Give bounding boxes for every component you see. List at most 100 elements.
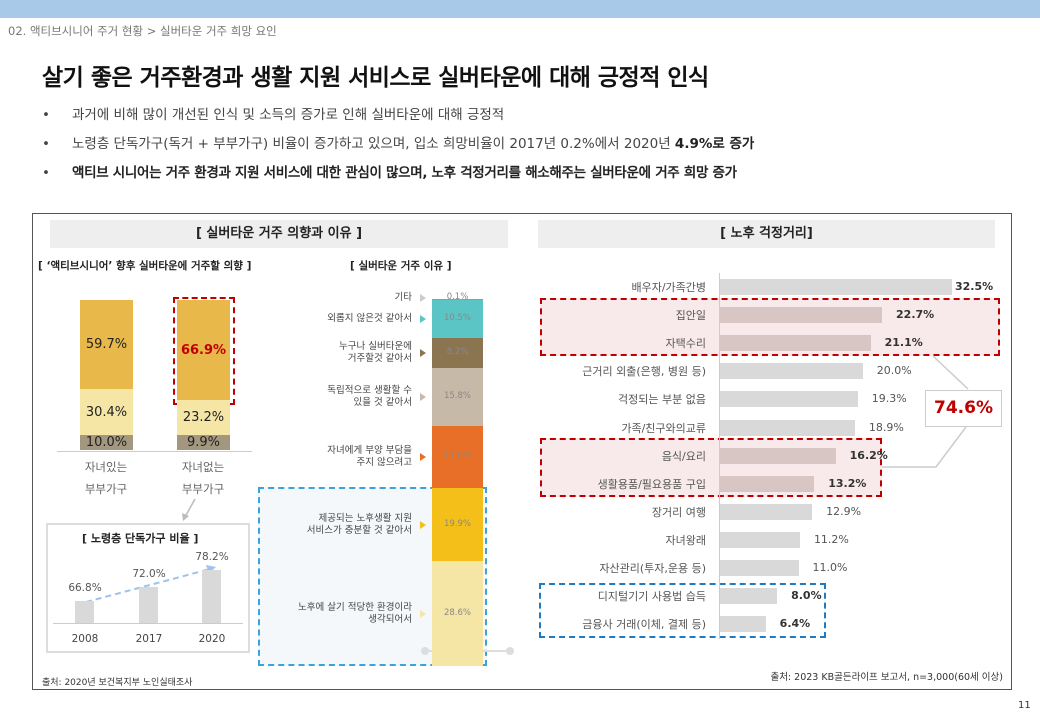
highlight-box-blue-2 (539, 583, 826, 638)
stacked-segment: 66.9% (177, 300, 230, 401)
breadcrumb: 02. 액티브시니어 주거 현황 > 실버타운 거주 희망 요인 (8, 24, 277, 38)
worry-bar (720, 560, 799, 576)
bullet-3: • 액티브 시니어는 거주 환경과 지원 서비스에 대한 관심이 많으며, 노후 … (42, 165, 737, 181)
worry-bar (720, 335, 871, 352)
worry-label: 집안일 (675, 309, 706, 323)
worry-label: 금융사 거래(이체, 결제 등) (582, 618, 706, 632)
reason-label: 누구나 실버타운에 거주할것 같아서 (339, 341, 412, 365)
inset-year-label: 2020 (198, 633, 226, 645)
stacked-segment: 59.7% (80, 299, 133, 390)
page-title: 살기 좋은 거주환경과 생활 지원 서비스로 실버타운에 대해 긍정적 인식 (42, 65, 709, 91)
reason-chart-title: [ 실버타운 거주 이유 ] (350, 260, 452, 272)
worry-label: 생활용품/필요용품 구입 (597, 477, 706, 491)
worry-bar (720, 503, 813, 520)
reason-label: 외롭지 않은것 같아서 (327, 313, 412, 325)
reason-label: 기타 (394, 292, 412, 303)
worry-label: 장거리 여행 (651, 505, 706, 519)
reason-segment (432, 368, 483, 427)
reason-value-label: 10.5% (443, 313, 471, 324)
top-banner (0, 0, 1040, 18)
inset-value-label: 72.0% (132, 568, 166, 580)
left-section-header: [ 실버타운 거주 의향과 이유 ] (50, 220, 508, 248)
bullet-text: 과거에 비해 많이 개선된 인식 및 소득의 증가로 인해 실버타운에 대해 긍… (72, 107, 505, 123)
reason-label: 독립적으로 생활할 수 있을 것 같아서 (327, 385, 412, 409)
pointer-triangle-icon (420, 294, 426, 302)
reason-segment (432, 488, 483, 562)
reason-segment (432, 338, 483, 369)
worry-label: 걱정되는 부분 없음 (618, 393, 706, 407)
reason-value-label: 17.0% (443, 451, 471, 462)
left-source: 출처: 2020년 보건복지부 노인실태조사 (42, 678, 193, 688)
worry-label: 디지털기기 사용법 습득 (597, 590, 706, 604)
axis-line (57, 451, 252, 452)
reason-value-label: 0.1% (446, 292, 469, 302)
worry-bar (720, 363, 863, 380)
worry-value-label: 22.7% (896, 308, 935, 322)
worry-label: 자택수리 (665, 337, 706, 351)
pointer-triangle-icon (420, 453, 426, 462)
reason-segment (432, 300, 483, 339)
worry-value-label: 21.1% (884, 336, 923, 350)
worry-bar (720, 531, 800, 548)
inset-axis (53, 623, 243, 624)
content-frame (32, 213, 1012, 690)
worry-label: 근거리 외출(은행, 병원 등) (582, 365, 706, 379)
category-label: 부부가구 (84, 482, 128, 496)
inset-year-label: 2008 (71, 633, 99, 645)
inset-bar (139, 587, 158, 623)
worry-bar (720, 447, 836, 464)
arrow-icon (182, 498, 196, 521)
bullet-2: • 노령층 단독가구(독거 + 부부가구) 비율이 증가하고 있으며, 입소 희망… (42, 136, 755, 152)
reason-value-label: 28.6% (443, 607, 471, 618)
category-label: 부부가구 (181, 482, 225, 496)
pointer-triangle-icon (420, 315, 426, 324)
inset-value-label: 78.2% (195, 550, 229, 563)
reason-label: 노후에 살기 적당한 환경이라 생각되어서 (298, 601, 412, 625)
inset-title: [ 노령층 단독가구 비율 ] (82, 532, 199, 545)
worry-value-label: 16.2% (849, 448, 888, 462)
category-label: 자녀있는 (84, 460, 128, 474)
worry-label: 배우자/가족간병 (631, 281, 706, 294)
bullet-text: 액티브 시니어는 거주 환경과 지원 서비스에 대한 관심이 많으며, 노후 걱… (72, 165, 737, 181)
bullet-text: 노령층 단독가구(독거 + 부부가구) 비율이 증가하고 있으며, 입소 희망비… (72, 136, 675, 152)
worry-bar (720, 391, 858, 408)
pointer-triangle-icon (420, 609, 426, 618)
reason-value-label: 8.2% (446, 347, 469, 358)
worry-value-label: 11.2% (813, 532, 849, 546)
worry-value-label: 12.9% (826, 504, 862, 518)
reason-value-label: 19.9% (443, 518, 471, 529)
worry-label: 자녀왕래 (665, 533, 706, 547)
worry-bar (720, 588, 778, 605)
worry-value-label: 8.0% (791, 589, 822, 603)
single-household-inset (46, 523, 250, 653)
reason-segment (432, 426, 483, 489)
worry-bar (720, 475, 815, 492)
worry-bar (720, 279, 952, 295)
pointer-triangle-icon (420, 393, 426, 402)
worry-bar (720, 419, 855, 436)
worry-value-label: 19.3% (871, 392, 907, 406)
inset-value-label: 66.8% (68, 582, 102, 595)
worry-label: 자산관리(투자,운용 등) (599, 562, 706, 575)
inset-bar (202, 569, 221, 623)
category-label: 자녀없는 (181, 460, 225, 474)
right-section-header: [ 노후 걱정거리] (538, 220, 995, 248)
worry-value-label: 32.5% (955, 280, 994, 293)
worry-label: 음식/요리 (661, 449, 706, 463)
connector-lines (882, 355, 969, 468)
worry-bar (720, 307, 883, 324)
pointer-triangle-icon (420, 349, 426, 358)
stacked-segment: 30.4% (80, 389, 133, 435)
reason-label: 자녀에게 부양 부담을 주지 않으려고 (327, 445, 412, 469)
intent-chart-title: [ ‘액티브시니어’ 향후 실버타운에 거주할 의향 ] (38, 260, 252, 272)
right-source: 출처: 2023 KB골든라이프 보고서, n=3,000(60세 이상) (770, 672, 1003, 683)
total-highlight-badge: 74.6% (925, 390, 1002, 427)
worry-value-label: 11.0% (812, 561, 848, 574)
reason-label: 제공되는 노후생활 지원 서비스가 충분할 것 같아서 (306, 512, 412, 536)
worry-bar (720, 616, 766, 633)
axis-line (719, 273, 720, 639)
worry-value-label: 13.2% (828, 476, 867, 490)
reason-segment (432, 561, 483, 666)
stacked-segment: 23.2% (177, 400, 230, 436)
page-number: 11 (1018, 700, 1031, 711)
